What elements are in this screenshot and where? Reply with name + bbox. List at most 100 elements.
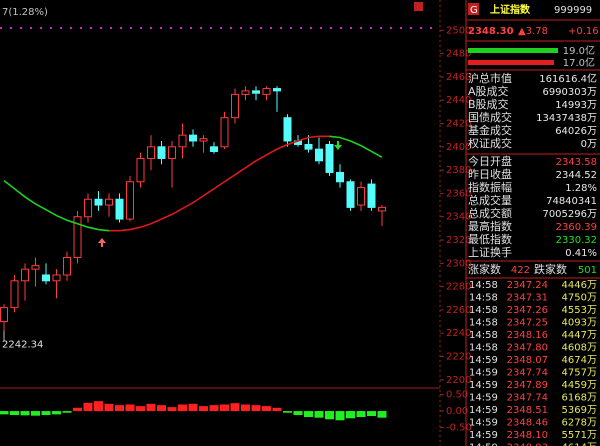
y-tick-label: 2320 <box>446 235 471 246</box>
stat-label: 最高指数 <box>468 219 512 233</box>
indicator-bar <box>304 411 313 417</box>
candle-body <box>304 143 313 150</box>
sell-arrow <box>334 141 342 150</box>
tick-price: 2348.46 <box>507 418 548 429</box>
candle-body <box>0 307 8 323</box>
indicator-bar <box>0 411 9 415</box>
stat-value: 2330.32 <box>556 235 597 246</box>
indicator-bar <box>157 405 166 412</box>
ma-line <box>329 135 383 158</box>
down-label: 跌家数 <box>534 262 567 276</box>
tick-price: 2347.24 <box>507 280 548 291</box>
summary-label: 基金成交 <box>468 123 512 137</box>
y-tick-label: 2480 <box>446 49 471 60</box>
y-tick-label: 2200 <box>446 375 471 386</box>
tick-price: 2347.25 <box>507 318 548 329</box>
tick-time: 14:59 <box>469 355 498 366</box>
indicator-bar <box>178 404 187 412</box>
candle-body <box>168 146 176 159</box>
badge-box <box>468 3 479 15</box>
stat-value: 2344.52 <box>556 170 597 181</box>
tick-time: 14:58 <box>469 330 498 341</box>
buy-arrow <box>98 238 106 247</box>
tick-price: 2347.31 <box>507 293 548 304</box>
summary-label: A股成交 <box>468 84 509 98</box>
tick-price: 2348.16 <box>507 330 548 341</box>
tick-price: 2347.89 <box>507 380 548 391</box>
y-tick-label: 2460 <box>446 72 471 83</box>
tick-price: 2348.07 <box>507 355 548 366</box>
down-count: 501 <box>578 265 597 276</box>
candle-body <box>21 268 29 282</box>
ma-line <box>3 179 110 232</box>
tick-volume: 4446万 <box>562 280 597 291</box>
indicator-bar <box>356 411 366 417</box>
tick-volume: 4459万 <box>562 380 597 391</box>
indicator-bar <box>104 403 114 412</box>
candle-body <box>346 181 355 208</box>
volume-bar-label: 19.0亿 <box>563 44 595 57</box>
tick-time: 14:59 <box>469 418 498 429</box>
volume-bar <box>468 48 558 53</box>
candle-body <box>189 134 197 142</box>
candle-body <box>178 134 187 148</box>
tick-volume: 4614万 <box>562 443 597 446</box>
summary-value: 0万 <box>581 139 597 150</box>
indicator-bar <box>94 401 103 412</box>
low-label: 2242.34 <box>2 340 43 351</box>
stat-value: 74840341 <box>546 196 597 207</box>
summary-label: 沪总市值 <box>468 71 512 85</box>
indicator-bar <box>241 404 250 412</box>
tick-volume: 5571万 <box>562 430 597 441</box>
stat-label: 总成交额 <box>468 206 512 220</box>
stat-label: 总成交量 <box>468 193 512 207</box>
candle-body <box>73 216 82 259</box>
indicator-tick-label: 0.50 <box>446 390 468 401</box>
stat-value: 2343.58 <box>556 157 597 168</box>
tick-volume: 4750万 <box>562 293 597 304</box>
candle-body <box>378 206 386 212</box>
tick-time: 14:59 <box>469 393 498 404</box>
tick-time: 14:59 <box>469 430 498 441</box>
volume-bar-label: 17.0亿 <box>563 56 595 69</box>
tick-volume: 4093万 <box>562 318 597 329</box>
y-tick-label: 2220 <box>446 352 471 363</box>
candle-body <box>252 90 260 94</box>
candle-body <box>336 171 344 183</box>
icon <box>414 2 423 11</box>
indicator-bar <box>230 403 240 412</box>
summary-label: 权证成交 <box>468 136 512 150</box>
tick-volume: 6278万 <box>562 418 597 429</box>
tick-volume: 6168万 <box>562 393 597 404</box>
tick-volume: 5369万 <box>562 405 597 416</box>
summary-value: 14993万 <box>555 100 597 111</box>
candle-body <box>42 274 50 282</box>
candle-body <box>10 280 19 309</box>
indicator-bar <box>220 404 229 412</box>
candle-body <box>105 198 113 206</box>
indicator-bar <box>73 407 82 412</box>
stat-value: 1.28% <box>565 183 597 194</box>
indicator-bar <box>136 406 145 412</box>
summary-value: 13437438万 <box>536 113 597 124</box>
summary-label: B股成交 <box>468 97 509 111</box>
ma-line <box>109 135 330 232</box>
tick-time: 14:58 <box>469 305 498 316</box>
indicator-bar <box>52 411 61 415</box>
tick-time: 14:59 <box>469 368 498 379</box>
tick-time: 14:59 <box>469 443 498 446</box>
indicator-tick-label: -0.50 <box>446 423 472 434</box>
indicator-bar <box>146 403 156 412</box>
candle-body <box>283 117 292 142</box>
candle-body <box>262 88 271 95</box>
badge: G <box>470 5 478 16</box>
tick-price: 2347.74 <box>507 368 548 379</box>
indicator-bar <box>115 405 124 412</box>
y-tick-label: 2300 <box>446 258 471 269</box>
y-tick-label: 2420 <box>446 119 471 130</box>
tick-price: 2347.80 <box>507 343 548 354</box>
candle-body <box>31 265 40 270</box>
indicator-bar <box>209 405 219 412</box>
tick-volume: 4608万 <box>562 343 597 354</box>
stat-label: 最低指数 <box>468 232 512 246</box>
